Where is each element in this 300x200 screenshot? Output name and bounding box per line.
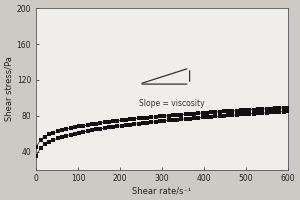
X-axis label: Shear rate/s⁻¹: Shear rate/s⁻¹ [132,186,191,195]
Text: Slope = viscosity: Slope = viscosity [139,99,205,108]
Y-axis label: Shear stress/Pa: Shear stress/Pa [5,56,14,121]
